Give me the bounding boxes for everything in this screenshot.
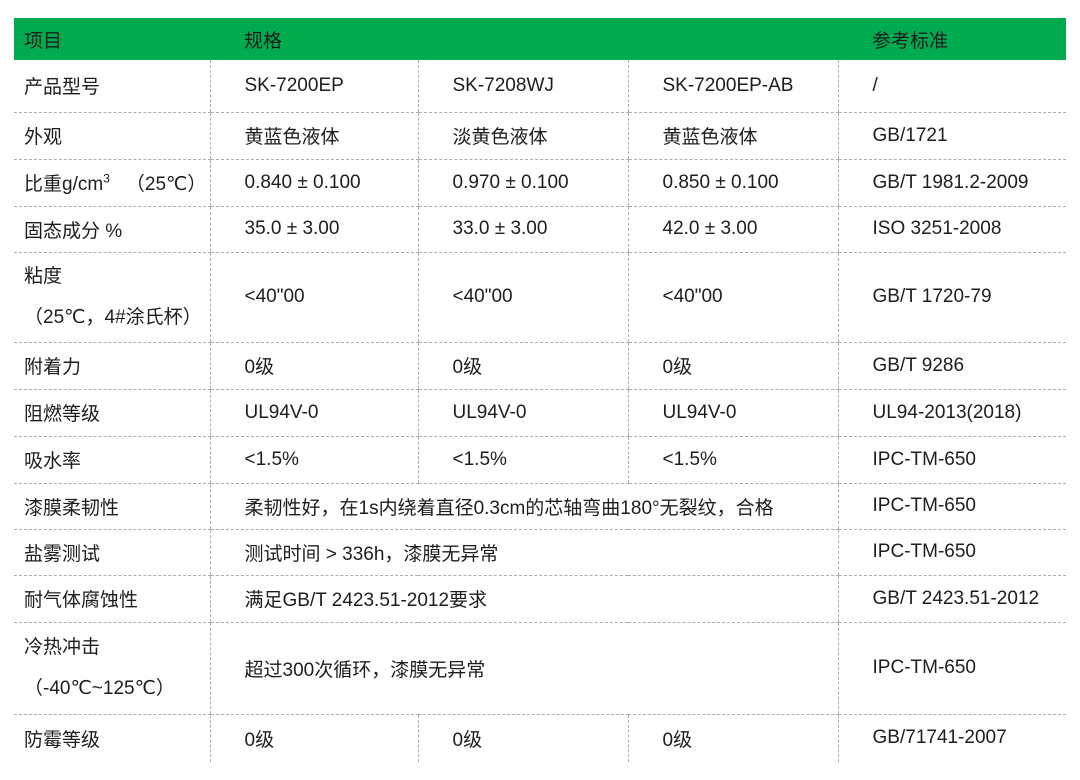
standard-cell: /: [837, 60, 1067, 113]
row-label: 防霉等级: [24, 729, 101, 751]
standard-cell: GB/T 2423.51-2012: [837, 575, 1067, 623]
header-standard: 参考标准: [838, 18, 1067, 60]
spec-cell: <1.5%: [209, 436, 418, 484]
row-flame-rating: 阻燃等级 UL94V-0 UL94V-0 UL94V-0 UL94-2013(2…: [14, 389, 1067, 437]
row-appearance: 外观 黄蓝色液体 淡黄色液体 黄蓝色液体 GB/1721: [14, 112, 1067, 160]
header-spec: 规格: [210, 18, 839, 60]
row-water-absorption: 吸水率 <1.5% <1.5% <1.5% IPC-TM-650: [14, 436, 1067, 484]
row-label: 吸水率: [14, 436, 210, 484]
spec-cell: UL94V-0: [209, 389, 418, 437]
spec-cell: 0.970 ± 0.100: [417, 159, 628, 207]
row-adhesion: 附着力 0级 0级 0级 GB/T 9286: [14, 342, 1067, 390]
standard-cell: IPC-TM-650: [837, 622, 1067, 715]
spec-cell: SK-7200EP: [209, 60, 418, 113]
row-label: 比重g/cm3 （25℃）: [14, 159, 210, 207]
standard-cell: GB/T 1720-79: [837, 252, 1067, 343]
standard-cell: GB/71741-2007: [837, 714, 1067, 762]
standard-cell: GB/T 9286: [837, 342, 1067, 390]
spec-cell: <40"00: [417, 252, 628, 343]
label-condition: （-40℃~125℃）: [24, 677, 175, 699]
label-condition: （25℃，4#涂氏杯）: [24, 306, 202, 328]
spec-cell: 淡黄色液体: [417, 112, 628, 160]
spec-cell: SK-7208WJ: [417, 60, 628, 113]
spec-cell: UL94V-0: [627, 389, 839, 437]
spec-cell: 42.0 ± 3.00: [627, 206, 839, 253]
row-label: 产品型号: [14, 60, 210, 113]
spec-cell: <1.5%: [627, 436, 839, 484]
standard-cell: IPC-TM-650: [837, 436, 1067, 484]
spec-cell: 0级: [209, 714, 418, 762]
standard-cell: ISO 3251-2008: [837, 206, 1067, 253]
row-gas-corrosion: 耐气体腐蚀性 满足GB/T 2423.51-2012要求 GB/T 2423.5…: [14, 575, 1067, 623]
label-text: 比重g/cm: [24, 174, 104, 195]
spec-cell-merged: 柔韧性好，在1s内绕着直径0.3cm的芯轴弯曲180°无裂纹，合格: [209, 483, 839, 530]
row-label: 漆膜柔韧性: [14, 483, 210, 530]
spec-cell: 35.0 ± 3.00: [209, 206, 418, 253]
row-label: 阻燃等级: [14, 389, 210, 437]
row-thermal-shock: 冷热冲击 （-40℃~125℃） 超过300次循环，漆膜无异常 IPC-TM-6…: [14, 622, 1067, 715]
row-solid-content: 固态成分 % 35.0 ± 3.00 33.0 ± 3.00 42.0 ± 3.…: [14, 206, 1067, 253]
spec-cell: SK-7200EP-AB: [627, 60, 839, 113]
spec-cell: <40"00: [627, 252, 839, 343]
row-specific-gravity: 比重g/cm3 （25℃） 0.840 ± 0.100 0.970 ± 0.100…: [14, 159, 1067, 207]
spec-cell: <40"00: [209, 252, 418, 343]
label-text: 粘度: [24, 265, 63, 287]
row-label: 盐雾测试: [14, 529, 210, 576]
spec-cell-merged: 满足GB/T 2423.51-2012要求: [209, 575, 839, 623]
spec-cell: 33.0 ± 3.00: [417, 206, 628, 253]
row-label: 固态成分 %: [14, 206, 210, 253]
header-row: 项目 规格 参考标准: [14, 18, 1067, 60]
standard-cell: UL94-2013(2018): [837, 389, 1067, 437]
spec-cell: <1.5%: [417, 436, 628, 484]
header-item: 项目: [14, 18, 210, 60]
spec-cell: 0级: [417, 714, 628, 762]
standard-cell: GB/1721: [837, 112, 1067, 160]
spec-cell-merged: 测试时间 > 336h，漆膜无异常: [209, 529, 839, 576]
row-label: 冷热冲击 （-40℃~125℃）: [14, 622, 210, 715]
spec-cell-merged: 超过300次循环，漆膜无异常: [209, 622, 839, 715]
standard-cell: IPC-TM-650: [837, 529, 1067, 576]
spec-cell: 0.850 ± 0.100: [627, 159, 839, 207]
spec-cell: 0级: [209, 342, 418, 390]
label-condition: （25℃）: [125, 174, 207, 195]
spec-cell: 黄蓝色液体: [209, 112, 418, 160]
label-text: 冷热冲击: [24, 636, 101, 658]
row-label: 粘度 （25℃，4#涂氏杯）: [14, 252, 210, 343]
spec-cell: 0级: [627, 342, 839, 390]
row-viscosity: 粘度 （25℃，4#涂氏杯） <40"00 <40"00 <40"00 GB/T…: [14, 252, 1067, 343]
row-label: 耐气体腐蚀性: [14, 575, 210, 623]
row-mold-rating: 防霉等级 0级 0级 0级 GB/71741-2007: [14, 714, 1067, 762]
row-salt-spray: 盐雾测试 测试时间 > 336h，漆膜无异常 IPC-TM-650: [14, 529, 1067, 576]
spec-cell: 0.840 ± 0.100: [209, 159, 418, 207]
product-spec-table: 项目 规格 参考标准 产品型号 SK-7200EP SK-7208WJ SK-7…: [14, 18, 1067, 762]
spec-cell: UL94V-0: [417, 389, 628, 437]
standard-cell: IPC-TM-650: [837, 483, 1067, 530]
spec-cell: 0级: [627, 714, 839, 762]
spec-cell: 黄蓝色液体: [627, 112, 839, 160]
row-film-flexibility: 漆膜柔韧性 柔韧性好，在1s内绕着直径0.3cm的芯轴弯曲180°无裂纹，合格 …: [14, 483, 1067, 530]
label-superscript: 3: [103, 171, 110, 186]
standard-cell: GB/T 1981.2-2009: [837, 159, 1067, 207]
spec-cell: 0级: [417, 342, 628, 390]
row-product-model: 产品型号 SK-7200EP SK-7208WJ SK-7200EP-AB /: [14, 60, 1067, 113]
row-label: 外观: [14, 112, 210, 160]
row-label: 附着力: [14, 342, 210, 390]
